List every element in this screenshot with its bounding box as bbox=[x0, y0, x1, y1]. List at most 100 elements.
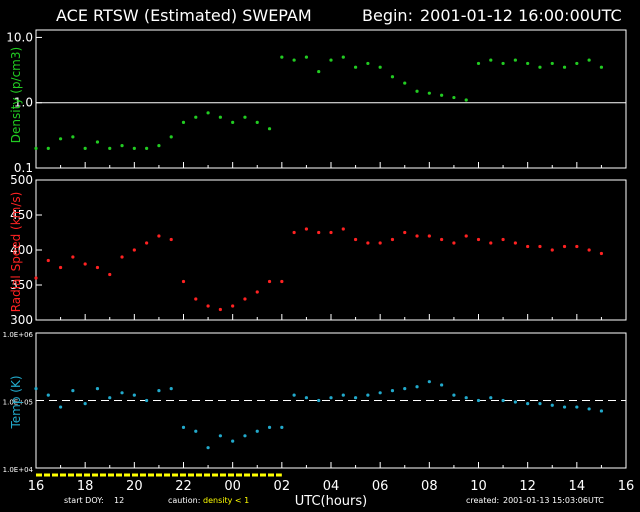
x-tick-label: 04 bbox=[323, 479, 340, 494]
data-point-density bbox=[415, 89, 419, 93]
data-point-density bbox=[34, 146, 38, 150]
x-tick-label: 02 bbox=[274, 479, 291, 494]
begin-label: Begin: bbox=[362, 6, 413, 25]
data-point-speed bbox=[71, 255, 75, 259]
x-tick-label: 08 bbox=[421, 479, 438, 494]
data-point-density bbox=[440, 93, 444, 97]
data-point-speed bbox=[34, 276, 38, 280]
y-tick-label-temp: 1.0E+05 bbox=[3, 399, 33, 407]
temp-axis-label: Temp (K) bbox=[9, 375, 23, 429]
data-point-density bbox=[181, 120, 186, 124]
data-point-temp bbox=[108, 396, 112, 400]
data-point-temp bbox=[501, 398, 505, 403]
data-point-speed bbox=[157, 234, 161, 238]
density-axis-label: Density (p/cm3) bbox=[9, 46, 23, 144]
data-point-temp bbox=[71, 389, 75, 393]
caution-value: density < 1 bbox=[203, 496, 250, 505]
data-point-density bbox=[218, 115, 222, 119]
data-point-density bbox=[145, 146, 149, 150]
data-point-density bbox=[550, 61, 554, 66]
data-point-speed bbox=[464, 234, 468, 238]
data-point-density bbox=[132, 146, 136, 150]
y-tick-label-speed: 450 bbox=[10, 208, 33, 222]
data-point-density bbox=[108, 146, 112, 150]
data-point-speed bbox=[489, 241, 493, 245]
data-point-density bbox=[317, 69, 321, 74]
data-point-speed bbox=[194, 297, 198, 301]
data-point-speed bbox=[353, 237, 358, 242]
y-tick-label-density: 1.0 bbox=[14, 96, 33, 110]
data-point-speed bbox=[58, 265, 63, 270]
data-point-density bbox=[353, 65, 358, 69]
data-point-density bbox=[562, 65, 567, 69]
created-label: created: bbox=[466, 496, 500, 505]
data-point-speed bbox=[46, 258, 50, 263]
data-point-temp bbox=[599, 409, 604, 413]
data-point-speed bbox=[476, 237, 481, 242]
data-point-density bbox=[526, 61, 530, 66]
x-tick-label: 20 bbox=[126, 479, 143, 494]
data-point-temp bbox=[575, 405, 579, 409]
data-point-speed bbox=[403, 230, 407, 235]
data-point-temp bbox=[157, 389, 161, 393]
data-point-temp bbox=[255, 429, 259, 433]
panel-frame-speed bbox=[35, 179, 627, 321]
data-point-density bbox=[255, 120, 259, 124]
data-point-density bbox=[194, 115, 198, 119]
data-point-density bbox=[231, 120, 235, 124]
data-point-temp bbox=[562, 405, 567, 409]
x-tick-label: 06 bbox=[372, 479, 389, 494]
data-point-density bbox=[169, 135, 173, 139]
data-point-density bbox=[46, 146, 50, 150]
data-point-density bbox=[587, 58, 591, 62]
data-point-density bbox=[464, 98, 468, 102]
data-point-temp bbox=[513, 400, 517, 404]
data-point-speed bbox=[440, 237, 444, 242]
data-point-temp bbox=[181, 425, 186, 429]
data-point-speed bbox=[255, 290, 259, 294]
data-point-density bbox=[452, 95, 456, 100]
data-point-temp bbox=[476, 398, 481, 403]
data-point-speed bbox=[501, 237, 505, 242]
x-tick-label: 18 bbox=[77, 479, 94, 494]
data-point-density bbox=[403, 81, 407, 85]
data-point-speed bbox=[575, 244, 579, 249]
data-point-temp bbox=[95, 387, 100, 391]
data-point-speed bbox=[427, 234, 431, 238]
x-tick-label: 14 bbox=[569, 479, 586, 494]
data-point-temp bbox=[304, 396, 309, 400]
chart-title: ACE RTSW (Estimated) SWEPAM bbox=[56, 6, 312, 25]
data-point-temp bbox=[145, 398, 149, 403]
y-tick-label-temp: 1.0E+06 bbox=[3, 331, 34, 339]
data-point-temp bbox=[169, 387, 173, 391]
data-point-temp bbox=[341, 393, 345, 397]
data-point-speed bbox=[599, 251, 604, 256]
data-point-speed bbox=[218, 307, 222, 312]
data-point-temp bbox=[46, 393, 50, 397]
start-doy-value: 12 bbox=[114, 496, 125, 505]
data-point-speed bbox=[452, 241, 456, 245]
data-point-temp bbox=[243, 434, 247, 438]
data-point-temp bbox=[538, 401, 542, 406]
data-point-temp bbox=[267, 425, 272, 429]
data-point-density bbox=[341, 55, 345, 59]
data-point-speed bbox=[267, 279, 272, 284]
speed-axis-label: Radial Speed (km/s) bbox=[9, 191, 23, 313]
data-point-speed bbox=[292, 230, 296, 235]
data-point-speed bbox=[145, 241, 149, 245]
data-point-temp bbox=[452, 393, 456, 397]
data-point-density bbox=[501, 61, 505, 66]
data-point-temp bbox=[526, 401, 530, 406]
data-point-speed bbox=[181, 279, 186, 284]
data-point-temp bbox=[427, 380, 431, 384]
x-tick-label: 16 bbox=[28, 479, 45, 494]
begin-value: 2001-01-12 16:00:00UTC bbox=[420, 6, 622, 25]
data-point-speed bbox=[317, 230, 321, 235]
data-point-temp bbox=[120, 391, 124, 395]
data-point-density bbox=[599, 65, 604, 69]
data-point-speed bbox=[95, 265, 100, 270]
created-value: 2001-01-13 15:03:06UTC bbox=[503, 496, 604, 505]
data-point-density bbox=[427, 91, 431, 95]
x-tick-label: 00 bbox=[224, 479, 241, 494]
